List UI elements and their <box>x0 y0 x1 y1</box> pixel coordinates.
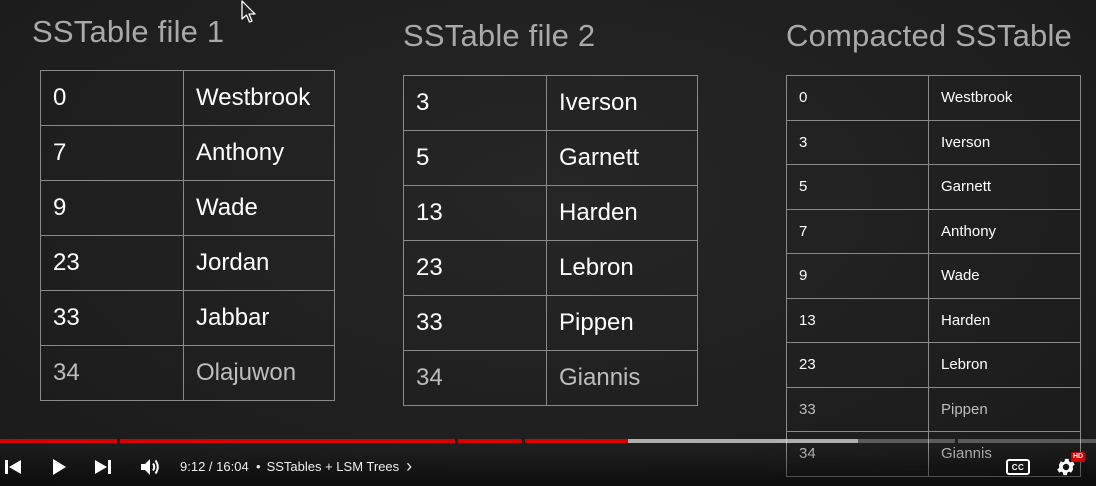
play-icon[interactable] <box>48 456 70 478</box>
table-row: 13 Harden <box>786 297 1081 343</box>
row-key: 5 <box>403 130 547 186</box>
closed-captions-icon[interactable]: CC <box>1005 456 1031 478</box>
table-row: 0 Westbrook <box>40 70 335 126</box>
row-key: 33 <box>40 290 184 346</box>
sstable-1-title: SSTable file 1 <box>32 14 225 49</box>
row-value: Harden <box>928 297 1081 343</box>
time-display: 9:12 / 16:04 <box>180 459 249 474</box>
table-row: 13 Harden <box>403 185 698 241</box>
sstable-1-table: 0 Westbrook 7 Anthony 9 Wade 23 Jordan 33 Jab… <box>40 70 335 401</box>
table-row: 9 Wade <box>40 180 335 236</box>
row-value: Lebron <box>546 240 698 296</box>
row-key: 3 <box>786 119 929 165</box>
row-key: 0 <box>40 70 184 126</box>
skip-next-icon[interactable] <box>92 456 114 478</box>
row-value: Harden <box>546 185 698 241</box>
sstable-2-table: 3 Iverson 5 Garnett 13 Harden 23 Lebron 33 Pi… <box>403 75 698 406</box>
chapter-label: SSTables + LSM Trees <box>266 459 400 474</box>
chapter-marker <box>522 439 525 443</box>
row-value: Lebron <box>928 342 1081 388</box>
row-value: Jordan <box>183 235 335 291</box>
row-value: Olajuwon <box>183 345 335 401</box>
table-row: 34 Olajuwon <box>40 345 335 401</box>
row-key: 7 <box>786 208 929 254</box>
row-key: 7 <box>40 125 184 181</box>
row-value: Wade <box>183 180 335 236</box>
compacted-sstable-title: Compacted SSTable <box>786 18 1073 53</box>
chevron-right-icon: › <box>406 456 413 476</box>
row-value: Westbrook <box>183 70 335 126</box>
table-row: 0 Westbrook <box>786 75 1081 121</box>
table-row: 23 Jordan <box>40 235 335 291</box>
row-key: 23 <box>40 235 184 291</box>
player-controls-bar <box>0 446 1096 486</box>
chapter-marker <box>455 439 458 443</box>
row-value: Pippen <box>928 386 1081 432</box>
row-key: 33 <box>786 386 929 432</box>
volume-icon[interactable] <box>138 456 162 478</box>
row-value: Westbrook <box>928 75 1081 121</box>
row-value: Pippen <box>546 295 698 351</box>
sstable-2-title: SSTable file 2 <box>403 18 596 53</box>
row-value: Garnett <box>928 164 1081 210</box>
row-key: 34 <box>40 345 184 401</box>
gear-icon[interactable] <box>1053 455 1079 479</box>
chapter-separator: • <box>256 459 261 474</box>
row-key: 34 <box>403 350 547 406</box>
table-row: 7 Anthony <box>786 208 1081 254</box>
chapter-marker <box>117 439 120 443</box>
row-value: Anthony <box>928 208 1081 254</box>
row-value: Jabbar <box>183 290 335 346</box>
row-key: 9 <box>40 180 184 236</box>
row-key: 3 <box>403 75 547 131</box>
row-value: Wade <box>928 253 1081 299</box>
table-row: 33 Pippen <box>403 295 698 351</box>
row-value: Iverson <box>928 119 1081 165</box>
table-row: 7 Anthony <box>40 125 335 181</box>
row-key: 13 <box>786 297 929 343</box>
row-key: 23 <box>786 342 929 388</box>
table-row: 9 Wade <box>786 253 1081 299</box>
progress-played <box>0 439 628 443</box>
row-value: Iverson <box>546 75 698 131</box>
table-row: 5 Garnett <box>403 130 698 186</box>
table-row: 33 Jabbar <box>40 290 335 346</box>
table-row: 33 Pippen <box>786 386 1081 432</box>
row-key: 5 <box>786 164 929 210</box>
cc-label: CC <box>1011 462 1025 472</box>
row-value: Anthony <box>183 125 335 181</box>
row-key: 33 <box>403 295 547 351</box>
row-key: 9 <box>786 253 929 299</box>
row-value: Giannis <box>546 350 698 406</box>
table-row: 3 Iverson <box>786 119 1081 165</box>
skip-previous-icon[interactable] <box>2 456 24 478</box>
row-key: 0 <box>786 75 929 121</box>
row-key: 23 <box>403 240 547 296</box>
hd-badge: HD <box>1071 452 1086 462</box>
table-row: 23 Lebron <box>786 342 1081 388</box>
chapter-title[interactable]: • SSTables + LSM Trees › <box>256 456 413 476</box>
table-row: 23 Lebron <box>403 240 698 296</box>
chapter-marker <box>955 439 958 443</box>
row-value: Garnett <box>546 130 698 186</box>
table-row: 3 Iverson <box>403 75 698 131</box>
row-key: 13 <box>403 185 547 241</box>
table-row: 5 Garnett <box>786 164 1081 210</box>
mouse-cursor-icon <box>240 0 256 24</box>
